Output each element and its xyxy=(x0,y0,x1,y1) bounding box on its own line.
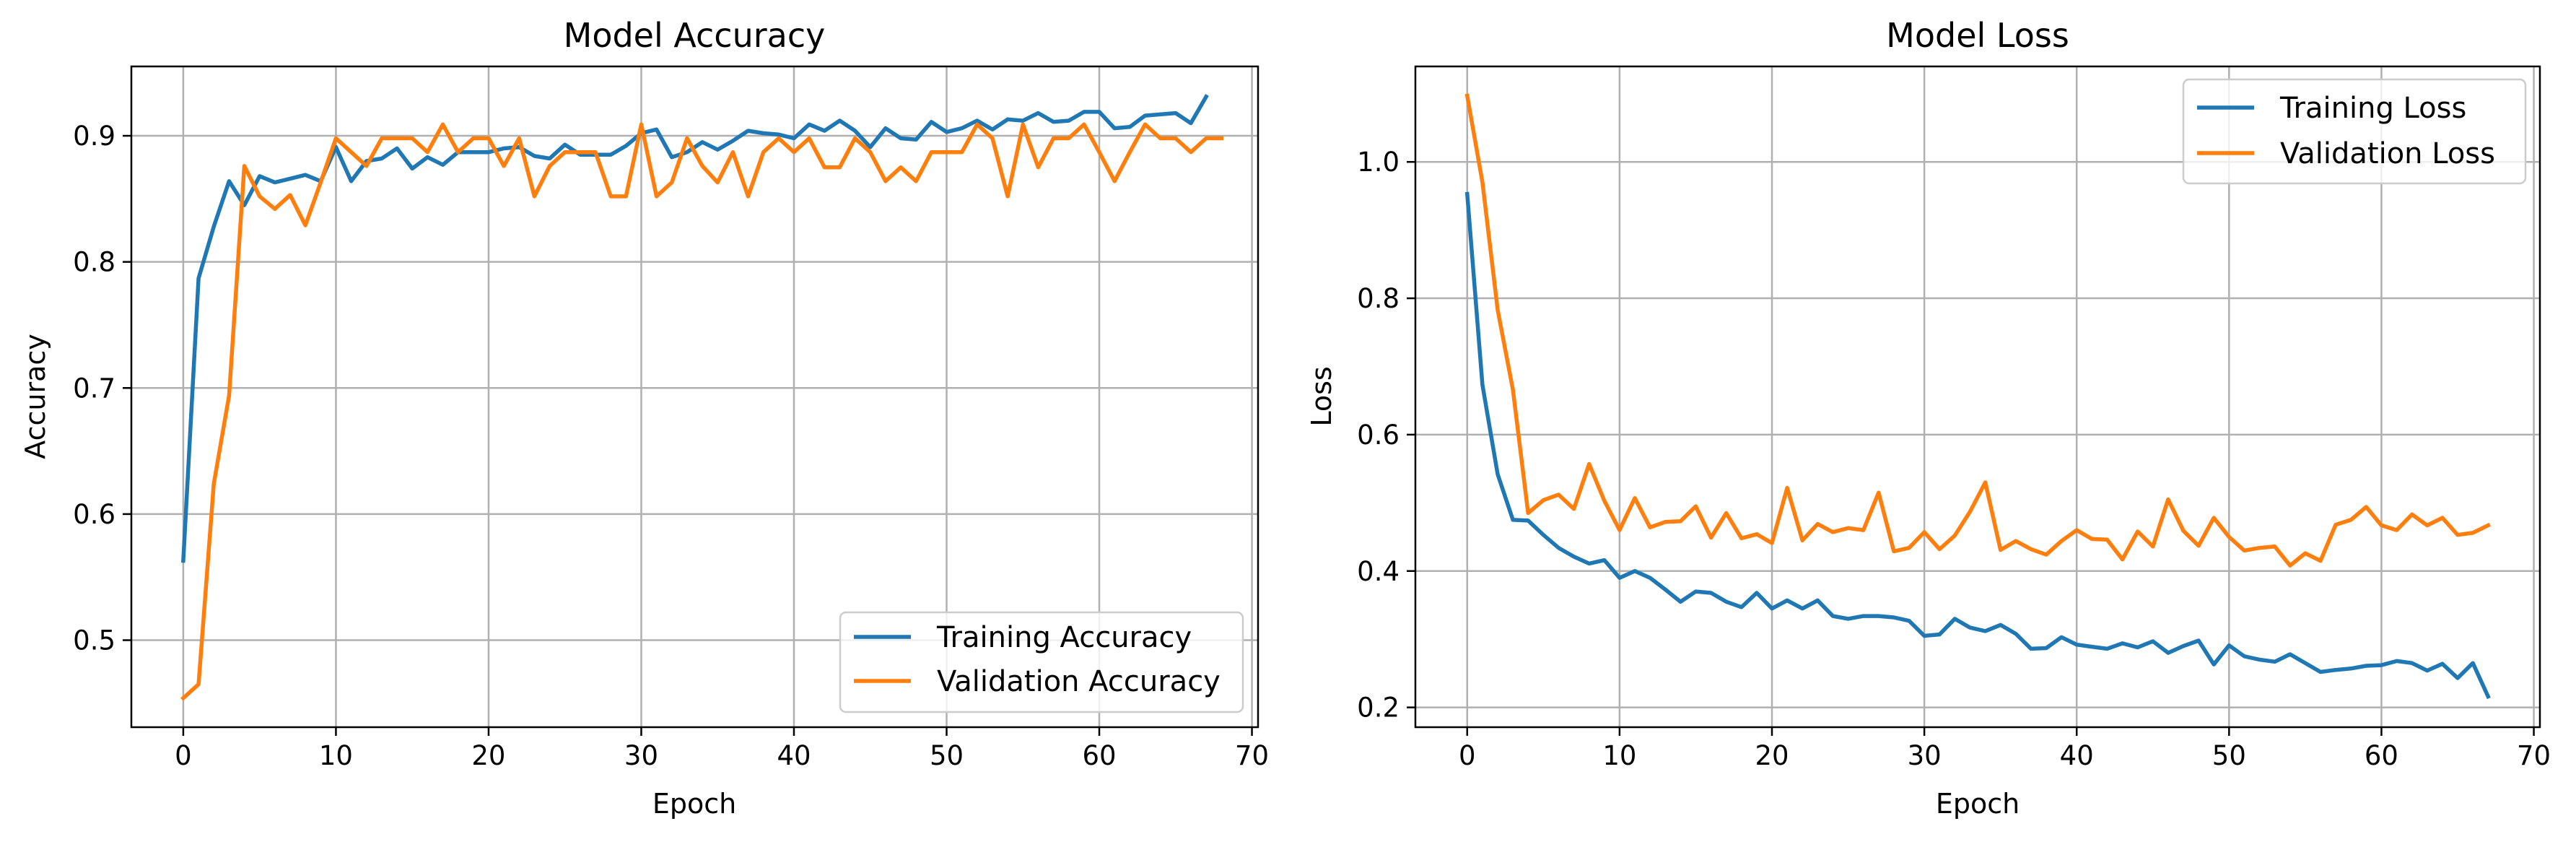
accuracy-y-tick-label: 0.5 xyxy=(73,625,115,656)
loss-x-tick-label: 30 xyxy=(1908,740,1942,771)
accuracy-y-tick-label: 0.8 xyxy=(73,247,115,278)
accuracy-x-axis-label: Epoch xyxy=(652,788,736,820)
loss-plot-frame xyxy=(1414,65,2541,729)
loss-chart-title: Model Loss xyxy=(1886,16,2069,55)
loss-y-tick-label: 0.8 xyxy=(1357,283,1400,314)
loss-x-tick-label: 0 xyxy=(1459,740,1476,771)
accuracy-x-tick-label: 30 xyxy=(624,740,658,771)
accuracy-x-tick-label: 70 xyxy=(1235,740,1269,771)
accuracy-legend-box xyxy=(839,611,1244,713)
accuracy-series xyxy=(180,94,1223,701)
loss-x-tick-label: 10 xyxy=(1602,740,1636,771)
accuracy-x-tick-label: 10 xyxy=(319,740,353,771)
loss-x-axis-label: Epoch xyxy=(1936,788,2020,820)
loss-legend-label-training: Training Loss xyxy=(2279,92,2466,125)
loss-y-tick-label: 0.2 xyxy=(1357,693,1400,724)
accuracy-legend-label-training: Training Accuracy xyxy=(936,621,1192,654)
accuracy-x-tick-label: 60 xyxy=(1082,740,1116,771)
loss-y-tick-label: 1.0 xyxy=(1357,147,1400,178)
loss-legend-label-validation: Validation Loss xyxy=(2280,137,2495,170)
accuracy-x-tick-label: 0 xyxy=(175,740,192,771)
loss-x-tick-label: 40 xyxy=(2060,740,2094,771)
loss-y-axis-label: Loss xyxy=(1306,366,1337,426)
loss-ticks: 0 10 20 30 40 50 60 70 0.2 0.4 0.6 0.8 1.0 xyxy=(1357,147,2551,771)
accuracy-x-tick-label: 50 xyxy=(930,740,964,771)
accuracy-y-axis-label: Accuracy xyxy=(19,334,51,459)
accuracy-series-line-training xyxy=(181,94,1209,563)
accuracy-plot-frame xyxy=(130,65,1259,729)
loss-legend: Training Loss Validation Loss xyxy=(2182,78,2527,185)
accuracy-ticks: 0 10 20 30 40 50 60 70 0.5 0.6 0.7 0.8 0.9 xyxy=(73,121,1269,771)
loss-series xyxy=(1464,93,2491,700)
accuracy-chart-title: Model Accuracy xyxy=(564,16,826,55)
loss-x-tick-label: 70 xyxy=(2517,740,2551,771)
loss-y-tick-label: 0.6 xyxy=(1357,420,1400,451)
accuracy-series-line-validation xyxy=(180,122,1223,701)
accuracy-y-tick-label: 0.9 xyxy=(73,121,115,152)
accuracy-chart: Model Accuracy 0 10 20 30 40 50 60 700.50.60.70… xyxy=(19,16,1269,820)
loss-y-tick-label: 0.4 xyxy=(1357,556,1400,587)
accuracy-x-tick-label: 40 xyxy=(777,740,811,771)
loss-grid xyxy=(1415,66,2540,727)
accuracy-legend-label-validation: Validation Accuracy xyxy=(937,665,1221,698)
accuracy-y-tick-label: 0.6 xyxy=(73,499,115,530)
loss-chart: Model Loss 0 10 20 30 40 50 60 70 0.2 0.4 0.6 0.8 1.… xyxy=(1306,16,2551,820)
loss-x-tick-label: 20 xyxy=(1755,740,1789,771)
loss-series-line-validation xyxy=(1464,93,2491,568)
accuracy-x-tick-label: 20 xyxy=(471,740,505,771)
loss-x-tick-label: 50 xyxy=(2212,740,2246,771)
loss-legend-box xyxy=(2182,78,2527,185)
accuracy-legend: Training Accuracy Validation Accuracy xyxy=(839,611,1244,713)
loss-series-line-training xyxy=(1464,191,2491,700)
accuracy-y-tick-label: 0.7 xyxy=(73,373,115,404)
loss-x-tick-label: 60 xyxy=(2365,740,2398,771)
